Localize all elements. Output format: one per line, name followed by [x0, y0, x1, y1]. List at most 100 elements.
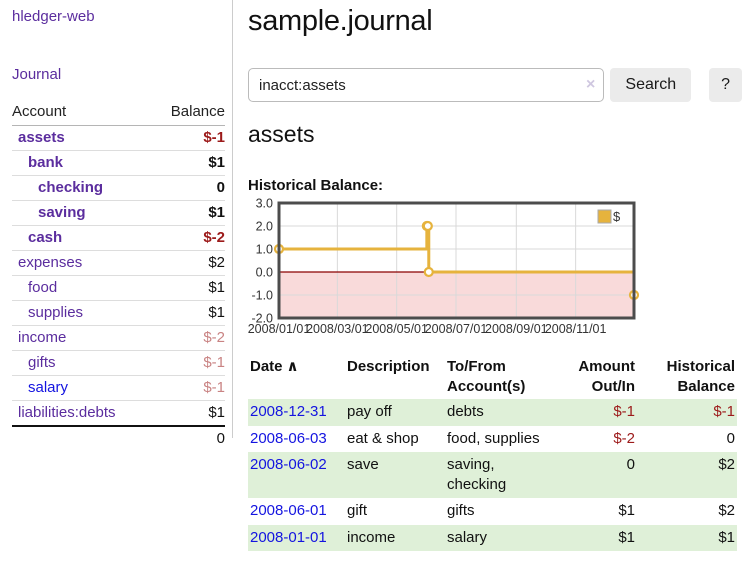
- transaction-amount: $1: [618, 528, 635, 546]
- account-row: supplies $1: [12, 301, 225, 326]
- account-link-food[interactable]: food: [28, 279, 58, 296]
- transaction-accounts: saving, checking: [447, 456, 507, 493]
- account-row: bank $1: [12, 151, 225, 176]
- svg-text:2008/05/01: 2008/05/01: [365, 322, 428, 336]
- account-row: gifts $-1: [12, 351, 225, 376]
- account-balance: $1: [208, 404, 225, 421]
- account-link-assets[interactable]: assets: [18, 129, 65, 146]
- register-column-description: Description: [347, 358, 430, 375]
- account-link-checking[interactable]: checking: [38, 179, 104, 196]
- transaction-balance: $1: [718, 528, 735, 546]
- account-balance: $1: [208, 154, 225, 171]
- accounts-total: 0: [216, 430, 225, 447]
- account-balance: $2: [208, 254, 225, 271]
- account-link-bank[interactable]: bank: [28, 154, 64, 171]
- svg-text:2008/07/01: 2008/07/01: [425, 322, 488, 336]
- sidebar-item-journal[interactable]: Journal: [12, 66, 62, 83]
- historical-balance-chart: $3.0 2.0 1.0 0.0 -1.0 -2.02008/01/012008/03/0…: [248, 197, 640, 336]
- accounts-header-balance: Balance: [170, 103, 225, 120]
- legend-label: $: [613, 209, 621, 224]
- account-link-supplies[interactable]: supplies: [28, 304, 84, 321]
- page-title: sample.journal: [248, 5, 433, 37]
- svg-text:-2.0: -2.0: [251, 312, 273, 326]
- transaction-balance: $2: [718, 456, 735, 473]
- account-balance: $1: [208, 204, 225, 221]
- transaction-amount: 0: [626, 456, 635, 473]
- search-input[interactable]: [248, 68, 605, 102]
- transaction-date-link[interactable]: 2008-01-01: [250, 528, 327, 546]
- account-row: assets $-1: [12, 126, 225, 151]
- brand-link[interactable]: hledger-web: [12, 8, 95, 25]
- account-balance: $1: [208, 279, 225, 296]
- svg-text:-1.0: -1.0: [251, 289, 273, 303]
- svg-text:1.0: 1.0: [256, 243, 273, 257]
- transaction-date-link[interactable]: 2008-12-31: [250, 403, 327, 420]
- transaction-row: 2008-01-01 income salary $1 $1: [248, 524, 737, 551]
- transaction-description: gift: [347, 502, 368, 519]
- transaction-amount: $1: [618, 502, 635, 519]
- account-link-expenses[interactable]: expenses: [18, 254, 83, 271]
- register-column-amount-out-in: Amount Out/In: [578, 358, 635, 395]
- search-button[interactable]: Search: [610, 68, 692, 102]
- transaction-date-link[interactable]: 2008-06-02: [250, 456, 327, 473]
- svg-text:2008/09/01: 2008/09/01: [485, 322, 548, 336]
- account-balance: $1: [208, 304, 225, 321]
- transaction-amount: $-2: [613, 429, 635, 447]
- register-column-to-from-account-s-: To/From Account(s): [447, 358, 526, 395]
- legend-swatch: [597, 209, 612, 224]
- account-link-salary[interactable]: salary: [28, 379, 69, 396]
- account-row: salary $-1: [12, 376, 225, 401]
- register-column-historical-balance: Historical Balance: [666, 358, 735, 395]
- clear-search-icon[interactable]: ×: [586, 76, 596, 93]
- accounts-table-header: Account Balance: [12, 101, 225, 126]
- account-link-income[interactable]: income: [18, 329, 67, 346]
- sort-ascending-icon: ∧: [286, 358, 299, 375]
- account-row: expenses $2: [12, 251, 225, 276]
- main-content: sample.journal × Search ? assets Histori…: [248, 0, 742, 551]
- search-bar: × Search ?: [248, 68, 742, 102]
- transaction-row: 2008-06-01 gift gifts $1 $2: [248, 498, 737, 525]
- accounts-table: Account Balance assets $-1 bank $1 checking 0…: [12, 101, 225, 450]
- transaction-row: 2008-06-03 eat & shop food, supplies $-2 0: [248, 426, 737, 453]
- register-column-date[interactable]: Date ∧: [250, 358, 299, 375]
- account-row: income $-2: [12, 326, 225, 351]
- svg-text:2008/01/01: 2008/01/01: [248, 322, 311, 336]
- help-button[interactable]: ?: [709, 68, 742, 102]
- account-page-title: assets: [248, 121, 315, 147]
- account-balance: $-2: [203, 229, 225, 246]
- transaction-description: save: [347, 456, 379, 473]
- account-balance: $-1: [203, 354, 225, 371]
- transaction-amount: $-1: [613, 403, 635, 420]
- svg-text:2.0: 2.0: [256, 220, 273, 234]
- chart-heading: Historical Balance:: [248, 177, 384, 194]
- transaction-balance: $-1: [713, 403, 735, 420]
- account-link-liabilities-debts[interactable]: liabilities:debts: [18, 404, 116, 421]
- transaction-accounts: gifts: [447, 502, 475, 519]
- transaction-description: eat & shop: [347, 429, 419, 447]
- account-balance: $-1: [203, 379, 225, 396]
- transaction-accounts: salary: [447, 528, 488, 546]
- accounts-header-account: Account: [12, 103, 67, 120]
- transaction-date-link[interactable]: 2008-06-01: [250, 502, 327, 519]
- sidebar-divider: [232, 0, 233, 438]
- transaction-description: income: [347, 528, 396, 546]
- account-link-gifts[interactable]: gifts: [28, 354, 56, 371]
- accounts-rows: assets $-1 bank $1 checking 0 saving $1 cash $-2 e…: [12, 126, 225, 427]
- account-balance: 0: [216, 179, 225, 196]
- search-input-wrap: ×: [248, 68, 605, 102]
- svg-text:2008/11/01: 2008/11/01: [545, 322, 607, 336]
- account-row: checking 0: [12, 176, 225, 201]
- account-link-saving[interactable]: saving: [38, 204, 86, 221]
- svg-text:3.0: 3.0: [256, 197, 273, 211]
- svg-text:2008/03/01: 2008/03/01: [306, 322, 369, 336]
- transaction-date-link[interactable]: 2008-06-03: [250, 429, 327, 447]
- transaction-balance: 0: [726, 429, 735, 447]
- transaction-row: 2008-06-02 save saving, checking 0 $2: [248, 452, 737, 498]
- account-row: liabilities:debts $1: [12, 401, 225, 427]
- account-row: cash $-2: [12, 226, 225, 251]
- register-table: Date ∧ Description To/From Account(s) Amount…: [248, 355, 737, 551]
- account-balance: $-1: [203, 129, 225, 146]
- sidebar: hledger-web Journal Account Balance asse…: [0, 0, 232, 450]
- transaction-accounts: food, supplies: [447, 429, 540, 447]
- account-link-cash[interactable]: cash: [28, 229, 63, 246]
